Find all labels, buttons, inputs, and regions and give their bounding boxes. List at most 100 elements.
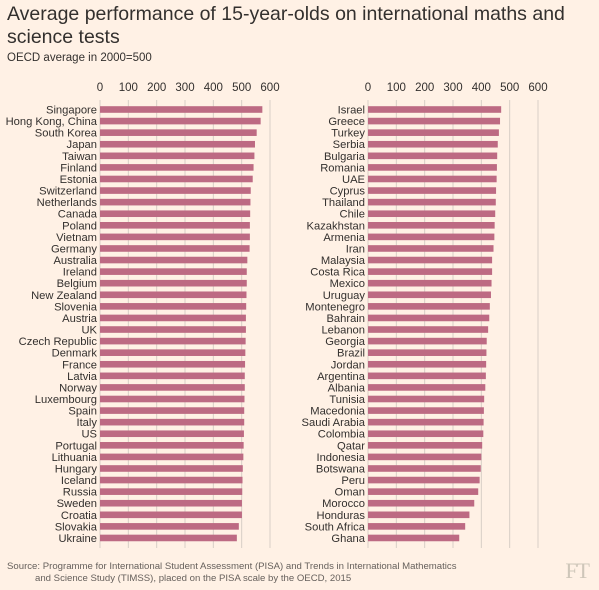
chart-subtitle: OECD average in 2000=500 (7, 52, 152, 64)
right-category-label: Honduras (316, 510, 365, 522)
right-bar (368, 268, 493, 275)
left-category-label: Belgium (57, 278, 97, 290)
left-bar (100, 384, 245, 391)
right-category-label: Brazil (337, 348, 365, 360)
left-bar (100, 198, 251, 206)
right-category-label: UAE (342, 174, 365, 186)
right-category-label: Serbia (333, 139, 366, 151)
right-tick-label: 600 (528, 82, 547, 94)
left-bar (100, 453, 244, 461)
left-category-label: Canada (58, 209, 98, 221)
left-category-label: Poland (62, 220, 97, 232)
right-category-label: Israel (338, 105, 365, 117)
left-bar (100, 303, 247, 310)
right-bar (368, 453, 482, 461)
left-category-label: Switzerland (39, 186, 97, 198)
left-category-label: Estonia (60, 174, 98, 186)
right-bar (368, 349, 487, 356)
right-bar (368, 210, 496, 218)
right-bar (368, 360, 487, 368)
left-category-label: Norway (59, 382, 97, 394)
right-bar (368, 222, 495, 229)
right-bar (368, 291, 491, 299)
right-tick-label: 100 (387, 82, 406, 94)
right-bar (368, 442, 483, 449)
right-category-label: Georgia (325, 336, 366, 348)
right-category-label: South Africa (305, 521, 366, 533)
left-bar (100, 476, 243, 484)
right-tick-label: 200 (415, 82, 434, 94)
right-tick-label: 500 (500, 82, 519, 94)
right-category-label: Iran (346, 243, 365, 255)
right-bar (368, 279, 492, 287)
left-bar (100, 534, 237, 542)
right-category-label: Albania (328, 382, 366, 394)
right-bar (368, 129, 499, 136)
left-category-label: Vietnam (56, 232, 97, 244)
left-tick-label: 200 (147, 82, 166, 94)
right-tick-label: 400 (472, 82, 491, 94)
right-bar (368, 233, 495, 241)
left-category-label: Australia (53, 255, 97, 267)
right-bar (368, 418, 484, 426)
left-tick-label: 300 (175, 82, 194, 94)
right-bar (368, 175, 497, 183)
left-category-label: Portugal (55, 440, 97, 452)
right-category-label: Turkey (331, 128, 365, 140)
left-bar (100, 291, 247, 299)
right-bar (368, 164, 497, 171)
left-bar (100, 279, 247, 287)
right-bar (368, 395, 485, 403)
left-tick-label: 500 (232, 82, 251, 94)
left-category-label: Japan (67, 139, 97, 151)
right-bar (368, 187, 497, 194)
left-category-label: Iceland (61, 475, 97, 487)
right-category-label: Greece (328, 116, 365, 128)
right-category-label: Argentina (317, 371, 366, 383)
left-category-label: Hong Kong, China (6, 116, 98, 128)
left-category-label: Lithuania (52, 452, 98, 464)
left-bar (100, 511, 242, 519)
right-category-label: Malaysia (321, 255, 366, 267)
left-bar (100, 140, 255, 148)
left-bar (100, 222, 250, 229)
left-category-label: New Zealand (31, 290, 97, 302)
left-bar (100, 129, 257, 136)
right-category-label: Armenia (323, 232, 365, 244)
right-bar (368, 499, 475, 507)
right-category-label: Bahrain (326, 313, 365, 325)
left-category-label: Netherlands (37, 197, 98, 209)
right-category-label: Jordan (331, 359, 365, 371)
right-bar (368, 245, 494, 252)
right-bar (368, 430, 484, 438)
left-category-label: Denmark (52, 348, 98, 360)
left-category-label: Slovakia (55, 521, 98, 533)
left-category-label: Sweden (57, 498, 97, 510)
left-category-label: South Korea (35, 128, 98, 140)
left-bar (100, 187, 251, 194)
right-bar (368, 523, 466, 530)
left-category-label: Ireland (63, 267, 97, 279)
right-category-label: Colombia (318, 429, 366, 441)
right-tick-label: 300 (443, 82, 462, 94)
left-category-label: UK (81, 325, 97, 337)
right-bar (368, 314, 490, 322)
left-category-label: Finland (60, 162, 97, 174)
left-category-label: Austria (62, 313, 98, 325)
left-bar (100, 372, 245, 380)
left-bar (100, 395, 245, 403)
source-note: Source: Programme for International Stud… (7, 561, 527, 585)
right-bar (368, 488, 479, 495)
left-bar (100, 210, 251, 218)
left-category-label: Luxembourg (35, 394, 97, 406)
left-tick-label: 0 (97, 82, 103, 94)
right-category-label: Peru (341, 475, 365, 487)
right-bar (368, 106, 502, 113)
left-bar (100, 314, 246, 322)
left-bar (100, 465, 243, 472)
left-category-label: Spain (68, 406, 97, 418)
right-category-label: Macedonia (310, 406, 366, 418)
source-line-1: Source: Programme for International Stud… (7, 561, 457, 572)
left-bar (100, 117, 261, 125)
left-category-label: Ukraine (58, 533, 97, 545)
